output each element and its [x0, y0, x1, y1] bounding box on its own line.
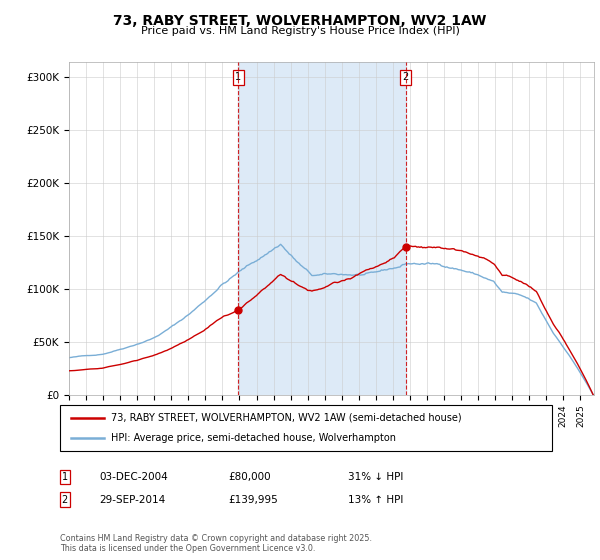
Bar	[238, 62, 406, 395]
Text: 03-DEC-2004: 03-DEC-2004	[99, 472, 168, 482]
Text: 29-SEP-2014: 29-SEP-2014	[99, 494, 165, 505]
Text: 31% ↓ HPI: 31% ↓ HPI	[348, 472, 403, 482]
Text: 2: 2	[403, 72, 409, 82]
Text: 73, RABY STREET, WOLVERHAMPTON, WV2 1AW (semi-detached house): 73, RABY STREET, WOLVERHAMPTON, WV2 1AW …	[111, 413, 461, 423]
Text: 1: 1	[62, 472, 68, 482]
Text: 73, RABY STREET, WOLVERHAMPTON, WV2 1AW: 73, RABY STREET, WOLVERHAMPTON, WV2 1AW	[113, 14, 487, 28]
Text: 1: 1	[235, 72, 241, 82]
Text: 2: 2	[62, 494, 68, 505]
Text: £80,000: £80,000	[228, 472, 271, 482]
Text: 13% ↑ HPI: 13% ↑ HPI	[348, 494, 403, 505]
Text: £139,995: £139,995	[228, 494, 278, 505]
Text: Price paid vs. HM Land Registry's House Price Index (HPI): Price paid vs. HM Land Registry's House …	[140, 26, 460, 36]
Text: HPI: Average price, semi-detached house, Wolverhampton: HPI: Average price, semi-detached house,…	[111, 433, 396, 443]
Text: Contains HM Land Registry data © Crown copyright and database right 2025.
This d: Contains HM Land Registry data © Crown c…	[60, 534, 372, 553]
